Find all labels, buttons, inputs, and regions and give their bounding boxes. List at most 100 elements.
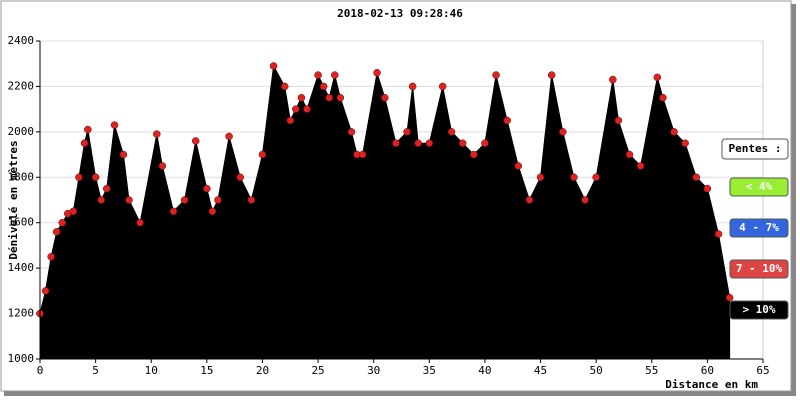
- elevation-point: [438, 82, 447, 91]
- elevation-point: [525, 196, 534, 204]
- elevation-point: [447, 128, 456, 136]
- elevation-point: [191, 137, 200, 145]
- elevation-point: [292, 105, 300, 113]
- legend-label: < 4%: [746, 180, 773, 193]
- elevation-point: [214, 196, 222, 204]
- elevation-point: [336, 94, 345, 102]
- elevation-point: [470, 150, 478, 159]
- legend-swatch: [729, 177, 789, 197]
- elevation-point: [314, 71, 322, 79]
- legend-swatch: [729, 259, 789, 279]
- elevation-point: [373, 69, 381, 77]
- elevation-point: [75, 173, 83, 182]
- elevation-point: [547, 71, 556, 79]
- elevation-point: [91, 173, 100, 182]
- x-tick-label: 40: [478, 364, 491, 377]
- elevation-point: [41, 287, 50, 295]
- elevation-point: [110, 121, 119, 129]
- elevation-point: [659, 94, 667, 102]
- elevation-point: [714, 230, 723, 238]
- legend-label: > 10%: [742, 303, 775, 316]
- elevation-point: [102, 184, 111, 193]
- elevation-point: [247, 196, 256, 204]
- x-tick-label: 50: [590, 364, 603, 377]
- elevation-point: [258, 150, 267, 159]
- elevation-point: [347, 128, 356, 136]
- x-tick-label: 15: [200, 364, 213, 377]
- elevation-point: [97, 196, 105, 204]
- x-tick-label: 65: [756, 364, 769, 377]
- elevation-point: [703, 184, 712, 193]
- y-tick-label: 1800: [8, 170, 35, 183]
- x-tick-label: 0: [37, 364, 44, 377]
- x-tick-label: 60: [701, 364, 714, 377]
- elevation-point: [414, 139, 422, 147]
- y-tick-label: 1200: [8, 307, 35, 320]
- elevation-point: [180, 196, 189, 204]
- elevation-point: [503, 116, 511, 125]
- elevation-point: [269, 62, 278, 70]
- elevation-point: [80, 139, 89, 147]
- elevation-point: [392, 139, 400, 147]
- elevation-point: [84, 125, 92, 134]
- chart-title: 2018-02-13 09:28:46: [337, 7, 463, 20]
- legend-swatch: [729, 218, 789, 238]
- elevation-point: [358, 150, 367, 159]
- x-tick-label: 55: [645, 364, 658, 377]
- elevation-point: [492, 71, 500, 79]
- elevation-point: [47, 253, 55, 261]
- legend-label: 4 - 7%: [739, 221, 779, 234]
- elevation-point: [203, 184, 211, 193]
- elevation-point: [280, 82, 289, 91]
- elevation-point: [725, 293, 734, 302]
- legend-title: Pentes :: [729, 142, 782, 155]
- elevation-point: [319, 82, 328, 91]
- legend-swatch: [729, 300, 789, 320]
- elevation-point: [581, 196, 589, 204]
- elevation-point: [692, 173, 701, 182]
- elevation-point: [208, 207, 217, 216]
- elevation-point: [331, 71, 339, 79]
- elevation-point: [609, 75, 617, 84]
- elevation-point: [225, 132, 233, 141]
- elevation-point: [681, 139, 689, 147]
- elevation-point: [408, 82, 417, 91]
- elevation-point: [592, 173, 600, 182]
- elevation-point: [303, 105, 311, 113]
- elevation-area: [39, 64, 731, 360]
- elevation-point: [458, 139, 467, 147]
- x-tick-label: 10: [145, 364, 158, 377]
- elevation-point: [514, 162, 523, 170]
- elevation-point: [169, 207, 178, 216]
- y-tick-label: 2400: [8, 34, 35, 47]
- y-tick-label: 1600: [8, 216, 35, 229]
- elevation-point: [653, 73, 662, 82]
- x-tick-label: 5: [92, 364, 99, 377]
- x-tick-label: 30: [367, 364, 380, 377]
- x-axis-label: Distance en km: [665, 378, 758, 391]
- elevation-point: [119, 150, 128, 159]
- y-tick-label: 2000: [8, 125, 35, 138]
- elevation-point: [481, 139, 489, 147]
- elevation-point: [670, 128, 678, 136]
- elevation-point: [559, 128, 567, 136]
- elevation-point: [425, 139, 434, 147]
- elevation-point: [58, 218, 66, 227]
- x-tick-label: 35: [423, 364, 436, 377]
- elevation-point: [536, 173, 545, 182]
- elevation-point: [570, 173, 578, 182]
- elevation-point: [297, 94, 306, 102]
- elevation-point: [158, 162, 167, 170]
- legend-label: 7 - 10%: [736, 262, 783, 275]
- elevation-point: [136, 218, 144, 227]
- elevation-point: [403, 128, 411, 136]
- elevation-point: [153, 130, 161, 138]
- elevation-point: [614, 116, 623, 125]
- elevation-point: [69, 207, 78, 216]
- elevation-point: [325, 94, 333, 102]
- elevation-point: [236, 173, 244, 182]
- elevation-point: [52, 228, 61, 236]
- elevation-point: [625, 150, 634, 159]
- elevation-point: [286, 116, 295, 125]
